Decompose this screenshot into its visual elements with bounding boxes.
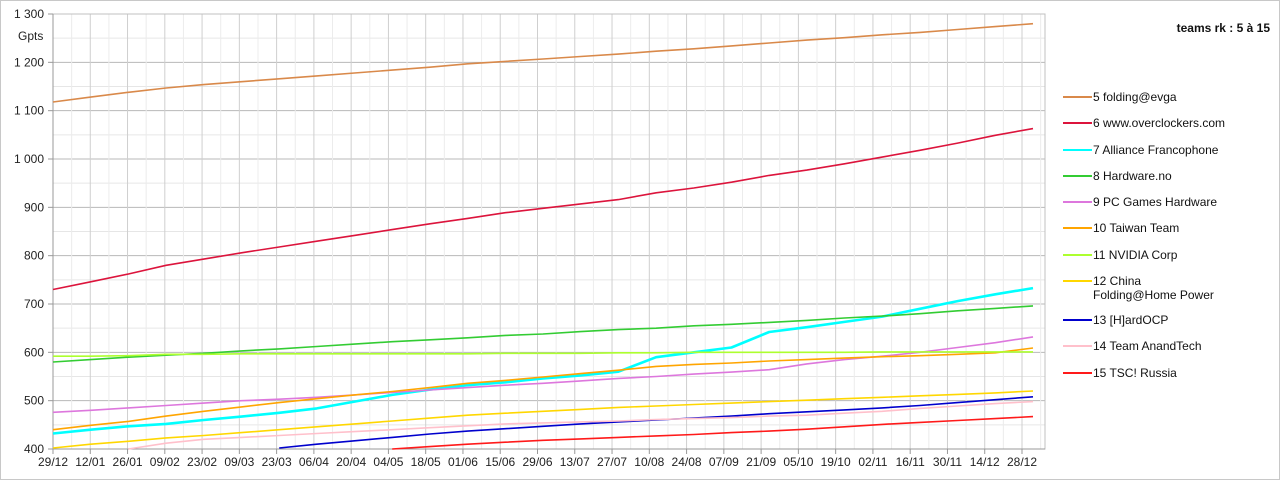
x-tick-label: 19/10 [821, 455, 851, 469]
series-line [52, 286, 1034, 435]
series-line [52, 305, 1034, 363]
legend-item: 10 Taiwan Team [1063, 221, 1273, 247]
x-tick-label: 04/05 [373, 455, 403, 469]
x-tick-label: 05/10 [783, 455, 813, 469]
series-line [52, 127, 1034, 291]
series-lines [52, 22, 1034, 450]
x-tick-label: 21/09 [746, 455, 776, 469]
legend-item: 13 [H]ardOCP [1063, 313, 1273, 339]
legend-label: 11 NVIDIA Corp [1093, 247, 1178, 262]
x-tick-label: 16/11 [896, 455, 925, 469]
legend-label: 13 [H]ardOCP [1093, 313, 1169, 328]
legend-item: 6 www.overclockers.com [1063, 116, 1273, 142]
y-tick-label: 1 000 [14, 152, 44, 166]
legend-item: 11 NVIDIA Corp [1063, 248, 1273, 274]
x-tick-label: 24/08 [672, 455, 702, 469]
x-tick-label: 09/03 [224, 455, 254, 469]
legend-swatch-icon [1063, 201, 1092, 204]
x-tick-label: 29/06 [522, 455, 552, 469]
x-tick-label: 23/02 [187, 455, 217, 469]
x-axis: 29/12 12/01 26/01 09/02 23/02 09/03 23/03 06/04… [38, 448, 1045, 469]
x-tick-label: 26/01 [113, 455, 143, 469]
legend-swatch-icon [1063, 319, 1092, 322]
legend-swatch-icon [1063, 96, 1092, 98]
x-tick-label: 20/04 [336, 455, 366, 469]
x-tick-label: 18/05 [411, 455, 441, 469]
legend-item: 9 PC Games Hardware [1063, 195, 1273, 221]
legend-item: 14 Team AnandTech [1063, 339, 1273, 365]
legend-label: 10 Taiwan Team [1093, 221, 1180, 236]
legend-label: 7 Alliance Francophone [1093, 142, 1219, 157]
x-tick-label: 27/07 [597, 455, 627, 469]
y-tick-label: 700 [24, 297, 44, 311]
legend: 5 folding@evga 6 www.overclockers.com 7 Al… [1063, 90, 1273, 392]
y-tick-label: 1 300 [14, 7, 44, 21]
legend-label: 12 China Folding@Home Power [1093, 274, 1214, 303]
legend-label: 5 folding@evga [1093, 90, 1177, 104]
legend-swatch-icon [1063, 280, 1092, 283]
legend-swatch-icon [1063, 371, 1092, 374]
legend-swatch-icon [1063, 122, 1092, 125]
x-tick-label: 06/04 [299, 455, 329, 469]
legend-item: 5 folding@evga [1063, 90, 1273, 116]
x-tick-label: 13/07 [560, 455, 590, 469]
y-axis: 400 500 600 700 800 900 1 000 1 100 1 200 1 300 [14, 7, 54, 456]
x-tick-label: 15/06 [485, 455, 515, 469]
x-tick-label: 30/11 [933, 455, 962, 469]
x-tick-label: 23/03 [262, 455, 292, 469]
x-tick-label: 02/11 [858, 455, 887, 469]
x-tick-label: 14/12 [970, 455, 1000, 469]
grid-lines [52, 13, 1046, 450]
y-tick-label: 400 [24, 442, 44, 456]
x-tick-label: 28/12 [1007, 455, 1037, 469]
legend-swatch-icon [1063, 148, 1092, 151]
series-line [52, 347, 1034, 431]
legend-item: 15 TSC! Russia [1063, 366, 1273, 392]
legend-swatch-icon [1063, 174, 1092, 177]
x-tick-label: 07/09 [709, 455, 739, 469]
y-axis-unit: Gpts [18, 29, 44, 43]
legend-label: 15 TSC! Russia [1093, 365, 1177, 380]
legend-item: 8 Hardware.no [1063, 169, 1273, 195]
y-tick-label: 600 [24, 345, 44, 359]
chart-title: teams rk : 5 à 15 [1176, 21, 1270, 35]
y-tick-label: 500 [24, 394, 44, 408]
x-tick-label: 29/12 [38, 455, 68, 469]
x-tick-label: 12/01 [75, 455, 105, 469]
series-line [52, 22, 1034, 103]
legend-label: 9 PC Games Hardware [1093, 195, 1218, 210]
y-tick-label: 1 200 [14, 55, 44, 69]
legend-item: 12 China Folding@Home Power [1063, 274, 1273, 313]
legend-label: 14 Team AnandTech [1093, 339, 1202, 354]
series-line [53, 351, 1033, 357]
y-tick-label: 900 [24, 200, 44, 214]
series-line [52, 390, 1034, 449]
legend-swatch-icon [1063, 227, 1092, 230]
legend-swatch-icon [1063, 253, 1092, 256]
y-tick-label: 800 [24, 249, 44, 263]
legend-label: 6 www.overclockers.com [1093, 116, 1226, 131]
x-tick-label: 10/08 [634, 455, 664, 469]
legend-swatch-icon [1063, 345, 1092, 348]
series-line [128, 400, 1034, 450]
x-tick-label: 09/02 [150, 455, 180, 469]
y-tick-label: 1 100 [14, 104, 44, 118]
series-line [392, 415, 1034, 450]
legend-item: 7 Alliance Francophone [1063, 143, 1273, 169]
legend-label: 8 Hardware.no [1093, 168, 1172, 183]
x-tick-label: 01/06 [448, 455, 478, 469]
